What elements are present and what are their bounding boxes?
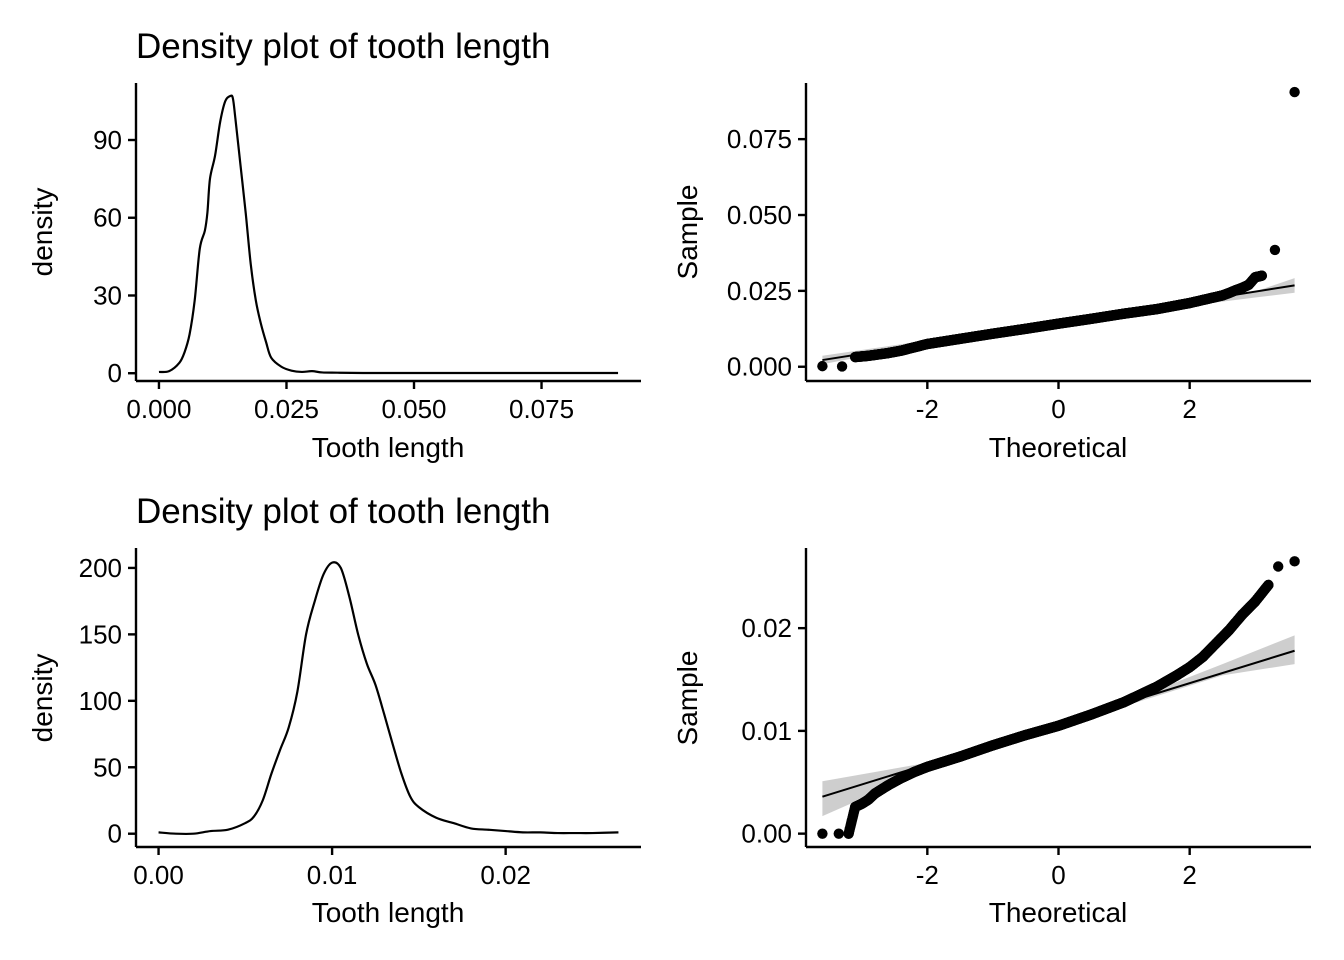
x-axis-title: Theoretical (989, 432, 1128, 463)
y-tick-label: 0.02 (741, 613, 792, 643)
panel-qq-top: -2 0 2 0.000 0.025 0.050 0.075 Theoretical Sa… (672, 83, 1311, 463)
qq-point (1263, 579, 1274, 591)
y-tick-label: 100 (79, 686, 122, 716)
x-tick-label: -2 (916, 394, 939, 424)
x-tick-label: 0.075 (509, 394, 574, 424)
y-tick-label: 60 (93, 203, 122, 233)
x-tick-label: 0.025 (254, 394, 319, 424)
y-tick-label: 0.075 (727, 124, 792, 154)
panel-qq-bottom: -2 0 2 0.00 0.01 0.02 Theoretical Sample (672, 548, 1311, 928)
x-axis-title: Theoretical (989, 897, 1128, 928)
y-axis-title: density (27, 188, 58, 277)
qq-point (1269, 244, 1281, 256)
x-tick-label: 2 (1182, 860, 1196, 890)
qq-point (1289, 86, 1300, 98)
y-axis-title: Sample (672, 185, 703, 280)
y-tick-label: 0.050 (727, 200, 792, 230)
y-tick-label: 0 (108, 358, 122, 388)
qq-point (817, 828, 828, 839)
y-tick-label: 0.00 (741, 819, 792, 849)
x-tick-label: 0.050 (381, 394, 446, 424)
y-tick-label: 0 (108, 819, 122, 849)
y-tick-label: 90 (93, 125, 122, 155)
x-tick-label: 2 (1182, 394, 1196, 424)
x-tick-label: -2 (916, 860, 939, 890)
x-tick-label: 0.02 (480, 860, 531, 890)
x-tick-label: 0 (1051, 394, 1065, 424)
y-tick-label: 0.025 (727, 276, 792, 306)
y-tick-label: 150 (79, 619, 122, 649)
x-tick-label: 0.00 (133, 860, 184, 890)
qq-point (817, 360, 828, 372)
y-axis-title: Sample (672, 651, 703, 746)
y-tick-label: 30 (93, 280, 122, 310)
x-tick-label: 0.000 (126, 394, 191, 424)
y-tick-label: 0.01 (741, 716, 792, 746)
plot-title: Density plot of tooth length (136, 492, 550, 531)
qq-point (1256, 270, 1268, 281)
plot-title: Density plot of tooth length (136, 27, 550, 66)
x-axis-title: Tooth length (312, 897, 465, 928)
panel-density-bottom: Density plot of tooth length 0.00 0.01 0.0… (27, 492, 641, 928)
qq-point (833, 828, 844, 839)
x-tick-label: 0.01 (307, 860, 358, 890)
y-tick-label: 200 (79, 553, 122, 583)
qq-point (836, 361, 848, 372)
density-curve (158, 94, 619, 375)
y-axis-title: density (27, 654, 58, 743)
y-tick-label: 50 (93, 752, 122, 782)
x-tick-label: 0 (1051, 860, 1065, 890)
x-axis-title: Tooth length (312, 432, 465, 463)
qq-point (1289, 556, 1300, 567)
panel-density-top: Density plot of tooth length 0.000 0.025 0… (27, 27, 641, 463)
y-tick-label: 0.000 (727, 352, 792, 382)
density-curve (158, 561, 619, 836)
qq-point (1273, 561, 1284, 572)
